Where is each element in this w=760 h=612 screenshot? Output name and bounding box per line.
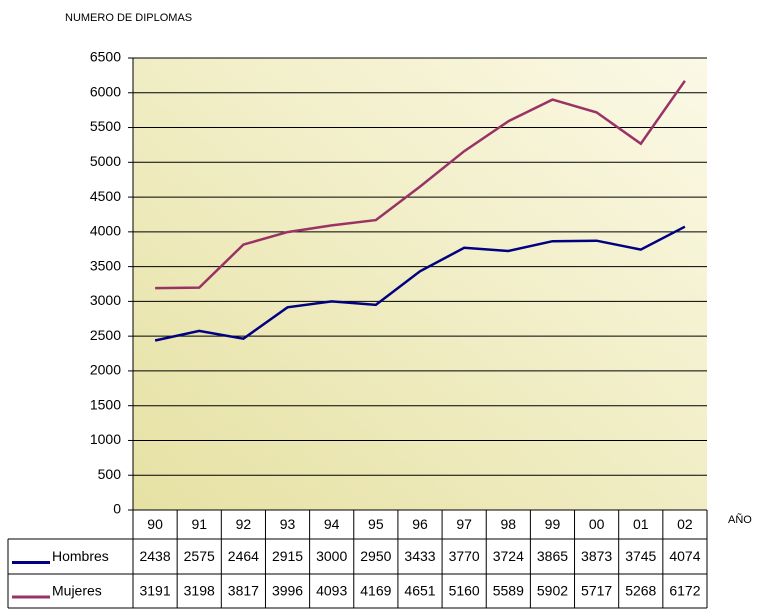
x-tick-label: 98 [501,516,517,532]
y-tick-label: 1500 [90,396,121,412]
table-value: 3191 [139,583,170,599]
table-value: 3996 [272,583,303,599]
x-axis-label: AÑO [728,513,752,526]
y-tick-label: 2000 [90,362,121,378]
table-value: 3724 [493,548,524,564]
x-tick-label: 00 [589,516,605,532]
x-tick-label: 02 [677,516,693,532]
y-tick-label: 3500 [90,257,121,273]
y-tick-label: 2500 [90,327,121,343]
legend-label: Mujeres [52,583,102,599]
table-value: 4093 [316,583,347,599]
y-tick-label: 6000 [90,83,121,99]
x-tick-label: 91 [191,516,207,532]
y-tick-label: 1000 [90,431,121,447]
table-value: 3745 [625,548,656,564]
table-value: 2575 [184,548,215,564]
table-value: 5268 [625,583,656,599]
legend-label: Hombres [52,548,109,564]
table-value: 3865 [537,548,568,564]
table-value: 2950 [360,548,391,564]
table-value: 3817 [228,583,259,599]
x-tick-label: 92 [236,516,252,532]
table-value: 5160 [449,583,480,599]
y-axis-label: NUMERO DE DIPLOMAS [65,12,192,24]
table-value: 3770 [449,548,480,564]
x-tick-label: 95 [368,516,384,532]
table-value: 3198 [184,583,215,599]
x-tick-label: 97 [456,516,472,532]
x-tick-label: 01 [633,516,649,532]
y-tick-label: 4000 [90,223,121,239]
line-series [154,225,686,342]
plot-area [133,58,707,510]
table-value: 4074 [669,548,700,564]
x-tick-label: 90 [147,516,163,532]
x-tick-label: 94 [324,516,340,532]
table-value: 3433 [404,548,435,564]
x-tick-label: 99 [545,516,561,532]
table-value: 4169 [360,583,391,599]
y-tick-label: 3000 [90,292,121,308]
y-tick-label: 4500 [90,188,121,204]
table-value: 3000 [316,548,347,564]
y-tick-label: 6500 [90,49,121,65]
x-tick-label: 96 [412,516,428,532]
table-value: 2438 [139,548,170,564]
table-value: 3873 [581,548,612,564]
x-tick-label: 93 [280,516,296,532]
table-value: 5902 [537,583,568,599]
y-tick-label: 0 [113,501,121,517]
table-value: 2464 [228,548,259,564]
table-value: 6172 [669,583,700,599]
table-value: 5717 [581,583,612,599]
table-value: 2915 [272,548,303,564]
y-tick-label: 5500 [90,118,121,134]
y-tick-label: 5000 [90,153,121,169]
line-series [155,80,686,290]
table-value: 5589 [493,583,524,599]
y-tick-label: 500 [98,466,122,482]
table-value: 4651 [404,583,435,599]
